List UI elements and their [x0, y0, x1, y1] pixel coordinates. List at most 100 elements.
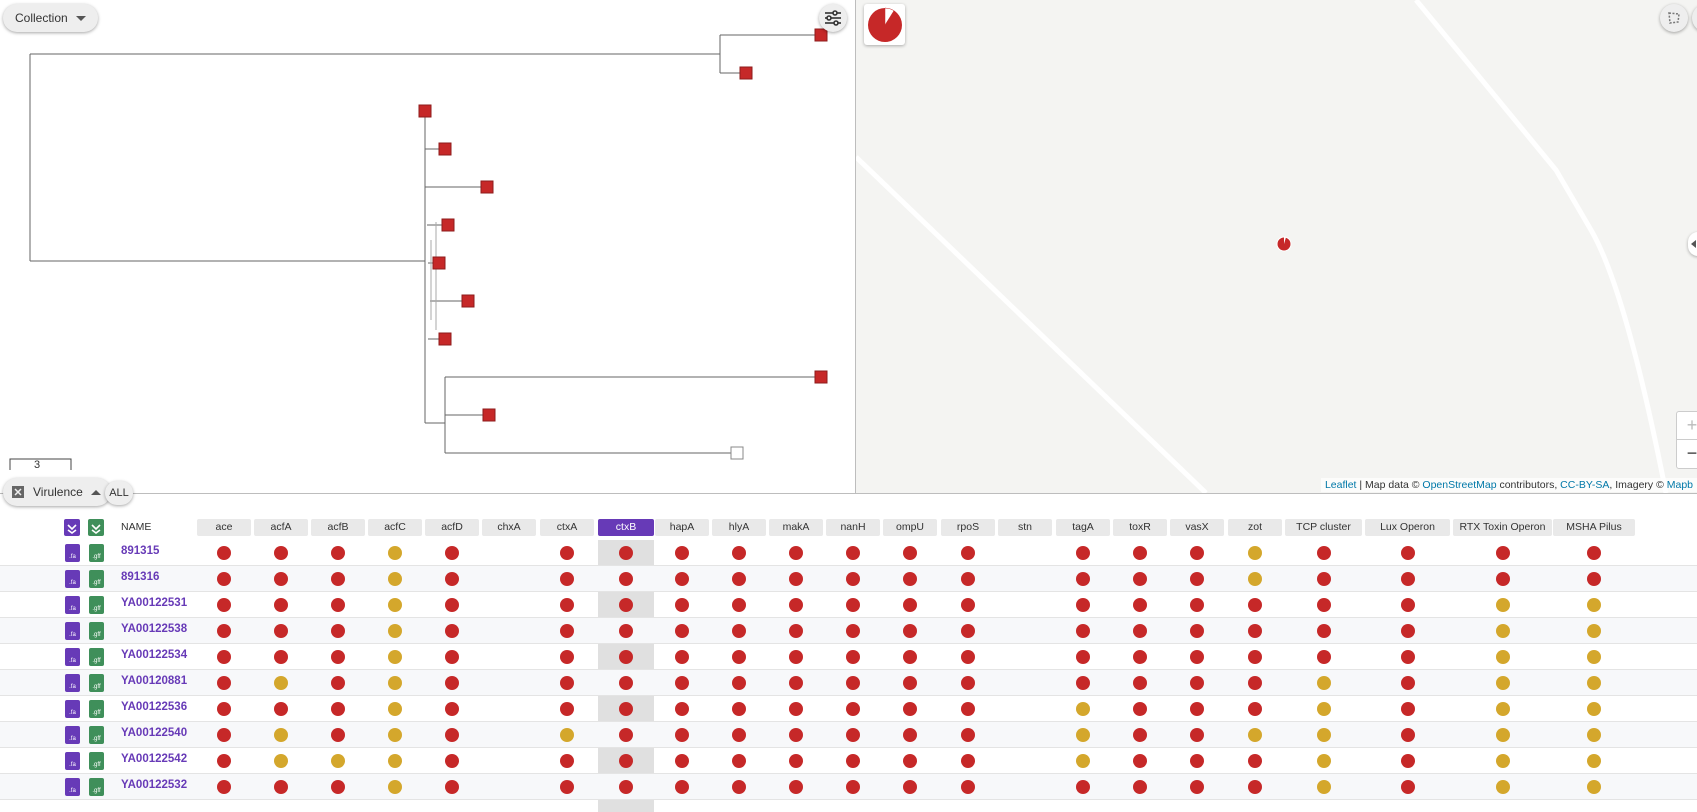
fasta-file-icon[interactable]: .fa — [65, 622, 80, 640]
column-header[interactable]: ompU — [883, 519, 937, 536]
column-header[interactable]: tagA — [1056, 519, 1110, 536]
leaf-node[interactable] — [814, 370, 828, 384]
column-header[interactable]: hlyA — [712, 519, 766, 536]
gene-presence-dot — [1400, 728, 1415, 742]
map-lasso-button[interactable] — [1660, 4, 1688, 32]
horizontal-splitter[interactable] — [0, 493, 1697, 494]
table-row[interactable]: .fa .gff YA00122536 — [0, 696, 1697, 722]
gff-file-icon[interactable]: .gff — [89, 622, 104, 640]
gff-file-icon[interactable]: .gff — [89, 752, 104, 770]
column-header[interactable]: acfB — [311, 519, 365, 536]
column-header[interactable]: toxR — [1113, 519, 1167, 536]
column-header[interactable]: ctxB — [598, 519, 654, 536]
leaf-node[interactable] — [814, 28, 828, 42]
table-row[interactable]: .fa .gff YA00122538 — [0, 618, 1697, 644]
leaf-node[interactable] — [438, 332, 452, 346]
column-header[interactable]: zot — [1228, 519, 1282, 536]
genome-name-link[interactable]: 891316 — [121, 571, 160, 583]
name-column-header[interactable]: NAME — [121, 521, 152, 533]
fasta-file-icon[interactable]: .fa — [65, 648, 80, 666]
leaf-node[interactable] — [739, 66, 753, 80]
column-header[interactable]: TCP cluster — [1285, 519, 1362, 536]
gff-file-icon[interactable]: .gff — [89, 700, 104, 718]
leaf-node[interactable] — [432, 256, 446, 270]
leaflet-link[interactable]: Leaflet — [1324, 479, 1357, 491]
all-filter-button[interactable]: ALL — [105, 481, 133, 505]
gff-file-icon[interactable]: .gff — [89, 778, 104, 796]
column-header[interactable]: acfC — [368, 519, 422, 536]
genome-name-link[interactable]: YA00122534 — [121, 649, 188, 661]
table-row[interactable]: .fa .gff 891315 — [0, 540, 1697, 566]
map-panel-toggle[interactable] — [1688, 232, 1697, 256]
phylogenetic-tree[interactable] — [0, 0, 855, 493]
column-header[interactable]: hapA — [655, 519, 709, 536]
column-header[interactable]: vasX — [1170, 519, 1224, 536]
leaf-node[interactable] — [482, 408, 496, 422]
table-row[interactable]: .fa .gff YA00122532 — [0, 774, 1697, 800]
leaf-node[interactable] — [461, 294, 475, 308]
map-panel[interactable]: + − Leaflet | Map data © OpenStreetMap c… — [856, 0, 1697, 493]
map-legend-pie[interactable] — [864, 4, 905, 45]
genome-name-link[interactable]: YA00120881 — [121, 675, 188, 687]
genome-name-link[interactable]: 891315 — [121, 545, 160, 557]
table-row[interactable]: .fa .gff YA00120881 — [0, 670, 1697, 696]
fasta-file-icon[interactable]: .fa — [65, 570, 80, 588]
leaf-node[interactable] — [480, 180, 494, 194]
column-header[interactable]: chxA — [482, 519, 536, 536]
column-header[interactable]: makA — [769, 519, 823, 536]
genome-name-link[interactable]: YA00122538 — [121, 623, 188, 635]
fasta-file-icon[interactable]: .fa — [65, 544, 80, 562]
osm-link[interactable]: OpenStreetMap — [1422, 479, 1497, 491]
leaf-node-empty[interactable] — [730, 446, 744, 460]
vertical-splitter[interactable] — [855, 0, 856, 493]
map-marker[interactable] — [1276, 236, 1292, 252]
zoom-out-button[interactable]: − — [1686, 443, 1697, 463]
leaf-node[interactable] — [441, 218, 455, 232]
gff-file-icon[interactable]: .gff — [89, 596, 104, 614]
license-link[interactable]: CC-BY-SA — [1560, 479, 1610, 491]
column-header[interactable]: nanH — [826, 519, 880, 536]
gff-file-icon[interactable]: .gff — [89, 570, 104, 588]
fasta-file-icon[interactable]: .fa — [65, 752, 80, 770]
fasta-file-icon[interactable]: .fa — [65, 596, 80, 614]
leaf-node[interactable] — [438, 142, 452, 156]
genome-name-link[interactable]: YA00122540 — [121, 727, 188, 739]
gff-file-icon[interactable]: .gff — [89, 674, 104, 692]
table-row[interactable]: .fa .gff 891316 — [0, 566, 1697, 592]
gff-file-icon[interactable]: .gff — [89, 726, 104, 744]
column-header[interactable]: acfA — [254, 519, 308, 536]
table-view-dropdown[interactable]: Virulence — [3, 478, 111, 506]
genome-name-link[interactable]: YA00122536 — [121, 701, 188, 713]
table-row[interactable]: .fa .gff YA00122542 — [0, 748, 1697, 774]
genome-name-link[interactable]: YA00122531 — [121, 597, 188, 609]
column-header[interactable]: rpoS — [941, 519, 995, 536]
zoom-in-button[interactable]: + — [1677, 412, 1697, 440]
column-header[interactable]: MSHA Pilus — [1553, 519, 1635, 536]
tree-panel[interactable]: 3 Collection — [0, 0, 855, 493]
map-settings-button[interactable] — [1692, 4, 1697, 32]
tree-settings-button[interactable] — [819, 4, 847, 32]
fasta-file-icon[interactable]: .fa — [65, 674, 80, 692]
fasta-file-icon[interactable]: .fa — [65, 726, 80, 744]
column-header[interactable]: ctxA — [540, 519, 594, 536]
column-header[interactable]: ace — [197, 519, 251, 536]
table-row[interactable]: .fa .gff YA00122531 — [0, 592, 1697, 618]
table-row[interactable]: .fa .gff YA00122534 — [0, 644, 1697, 670]
table-row[interactable]: .fa .gff YA00122540 — [0, 722, 1697, 748]
leaf-node[interactable] — [418, 104, 432, 118]
fasta-file-icon[interactable]: .fa — [65, 778, 80, 796]
gff-file-icon[interactable]: .gff — [89, 544, 104, 562]
column-header[interactable]: acfD — [425, 519, 479, 536]
gff-file-icon[interactable]: .gff — [89, 648, 104, 666]
provider-link[interactable]: Mapb — [1666, 479, 1693, 491]
download-gff-button[interactable] — [88, 519, 104, 536]
column-header[interactable]: RTX Toxin Operon — [1453, 519, 1552, 536]
download-fasta-button[interactable] — [64, 519, 80, 536]
collection-dropdown[interactable]: Collection — [3, 4, 98, 32]
genome-name-link[interactable]: YA00122532 — [121, 779, 188, 791]
map-tiles[interactable] — [856, 0, 1697, 493]
column-header[interactable]: Lux Operon — [1365, 519, 1450, 536]
column-header[interactable]: stn — [998, 519, 1052, 536]
fasta-file-icon[interactable]: .fa — [65, 700, 80, 718]
genome-name-link[interactable]: YA00122542 — [121, 753, 188, 765]
